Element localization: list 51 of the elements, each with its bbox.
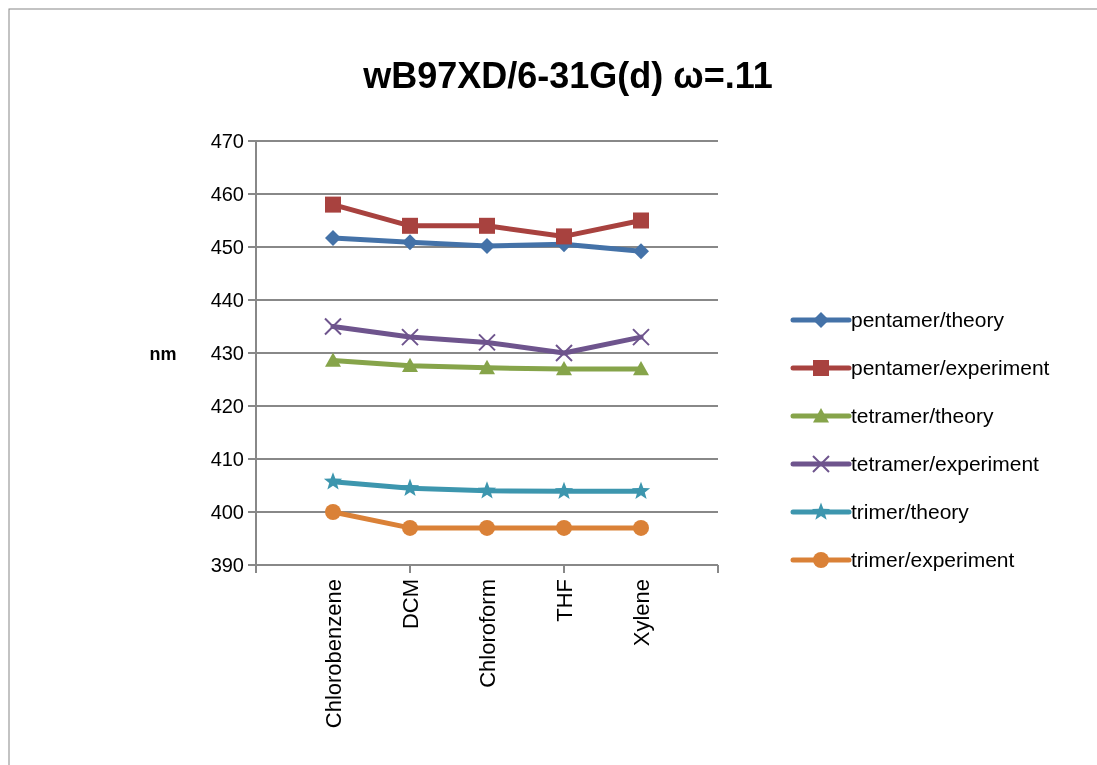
x-tick-label: Chlorobenzene bbox=[320, 579, 346, 729]
point bbox=[402, 234, 418, 251]
point bbox=[555, 344, 573, 362]
legend-label: trimer/theory bbox=[851, 500, 970, 524]
point bbox=[325, 196, 341, 213]
point bbox=[633, 519, 649, 536]
point bbox=[402, 519, 418, 536]
y-tick-label: 450 bbox=[210, 236, 244, 258]
point bbox=[479, 519, 495, 536]
point bbox=[633, 243, 649, 260]
point bbox=[402, 357, 418, 373]
point bbox=[631, 481, 651, 500]
chart-title: wB97XD/6-31G(d) ω=.11 bbox=[362, 55, 773, 96]
point bbox=[479, 359, 495, 375]
point bbox=[556, 360, 572, 376]
point bbox=[325, 229, 341, 246]
point bbox=[556, 519, 572, 536]
x-tick-label: DCM bbox=[397, 579, 423, 630]
y-tick-label: 470 bbox=[210, 130, 244, 152]
x-tick-label: Xylene bbox=[628, 579, 654, 647]
y-tick-label: 420 bbox=[210, 395, 244, 417]
y-tick-label: 400 bbox=[210, 501, 244, 523]
x-tick-label: Chloroform bbox=[474, 579, 500, 688]
point bbox=[401, 328, 419, 347]
point bbox=[556, 228, 572, 245]
point bbox=[479, 237, 495, 254]
legend-label: trimer/experiment bbox=[851, 548, 1015, 572]
point bbox=[632, 328, 650, 347]
point bbox=[633, 212, 649, 229]
point bbox=[633, 360, 649, 376]
point bbox=[554, 481, 574, 500]
x-tick-label: THF bbox=[551, 579, 577, 622]
y-tick-label: 430 bbox=[210, 342, 244, 364]
point bbox=[477, 481, 497, 499]
point bbox=[324, 317, 342, 336]
point bbox=[402, 217, 418, 234]
point bbox=[478, 333, 496, 352]
legend-label: tetramer/experiment bbox=[851, 452, 1040, 476]
y-axis-title: nm bbox=[149, 344, 177, 364]
legend-label: pentamer/theory bbox=[851, 308, 1005, 332]
y-tick-label: 460 bbox=[210, 183, 244, 205]
point bbox=[325, 352, 341, 367]
y-tick-label: 410 bbox=[210, 448, 244, 470]
y-tick-label: 390 bbox=[210, 554, 244, 576]
legend-label: pentamer/experiment bbox=[851, 356, 1050, 380]
point bbox=[400, 478, 420, 496]
point bbox=[323, 472, 343, 490]
point bbox=[479, 217, 495, 234]
legend-label: tetramer/theory bbox=[851, 404, 994, 428]
y-tick-label: 440 bbox=[210, 289, 244, 311]
point bbox=[325, 504, 341, 520]
